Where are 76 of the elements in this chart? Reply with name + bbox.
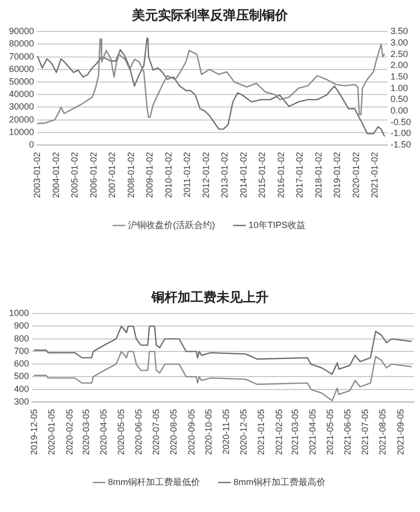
x-tick-label: 2020-06-05 xyxy=(134,408,144,456)
x-tick-label: 2021-03-05 xyxy=(290,408,300,456)
x-tick-label: 2020-03-05 xyxy=(80,408,91,456)
chart-title: 铜杆加工费未见上升 xyxy=(150,289,268,304)
x-tick-label: 2021-06-05 xyxy=(342,408,353,456)
x-tick-label: 2020-04-05 xyxy=(98,408,109,456)
y-tick-label: 800 xyxy=(14,333,30,344)
y-tick-label: 0 xyxy=(29,139,34,150)
x-tick-label: 2021-01-02 xyxy=(370,152,380,198)
y-tick-label: 20000 xyxy=(8,114,34,124)
y-tick-label: 40000 xyxy=(8,89,34,100)
x-tick-label: 2004-01-02 xyxy=(50,152,61,198)
x-tick-label: 2007-01-02 xyxy=(107,152,118,198)
y-tick-label: 30000 xyxy=(8,102,34,112)
x-tick-label: 2009-01-02 xyxy=(144,152,155,198)
x-tick-label: 2021-04-05 xyxy=(308,408,318,456)
x-tick-label: 2015-01-02 xyxy=(257,152,268,198)
x-tick-label: 2021-08-05 xyxy=(378,408,388,456)
x-tick-label: 2003-01-02 xyxy=(32,152,42,198)
y-tick-label: 700 xyxy=(14,346,30,356)
y2-tick-label: 1.50 xyxy=(390,71,408,82)
y2-tick-label: -0.50 xyxy=(390,116,411,127)
y2-tick-label: 1.00 xyxy=(390,82,408,93)
x-tick-label: 2020-09-05 xyxy=(186,408,196,456)
y2-tick-label: 3.50 xyxy=(390,26,408,36)
y2-tick-label: 2.50 xyxy=(390,48,408,59)
x-tick-label: 2017-01-02 xyxy=(294,152,305,198)
y-tick-label: 400 xyxy=(14,384,30,394)
x-tick-label: 2005-01-02 xyxy=(70,152,80,198)
x-tick-label: 2018-01-02 xyxy=(313,152,324,198)
x-tick-label: 2014-01-02 xyxy=(238,152,248,198)
x-tick-label: 2006-01-02 xyxy=(88,152,98,198)
y-tick-label: 500 xyxy=(14,371,30,382)
x-tick-label: 2012-01-02 xyxy=(200,152,211,198)
x-tick-label: 2020-12-05 xyxy=(238,408,248,456)
x-tick-label: 2008-01-02 xyxy=(126,152,136,198)
x-tick-label: 2021-02-05 xyxy=(274,408,284,456)
y-tick-label: 10000 xyxy=(8,126,34,137)
y2-tick-label: 0.50 xyxy=(390,94,408,104)
y-tick-label: 70000 xyxy=(8,51,34,62)
x-tick-label: 2020-01-02 xyxy=(350,152,361,198)
y2-tick-label: -1.50 xyxy=(390,139,411,150)
x-tick-label: 2020-08-05 xyxy=(168,408,179,456)
legend-label: 8mm铜杆加工费最低价 xyxy=(108,476,200,487)
x-tick-label: 2019-12-05 xyxy=(28,408,39,456)
y-tick-label: 900 xyxy=(14,320,30,331)
y-tick-label: 1000 xyxy=(8,308,30,318)
y2-tick-label: 2.00 xyxy=(390,60,408,70)
x-tick-label: 2021-05-05 xyxy=(324,408,335,456)
chart-title: 美元实际利率反弹压制铜价 xyxy=(131,7,289,22)
x-tick-label: 2020-02-05 xyxy=(64,408,74,456)
y-tick-label: 80000 xyxy=(8,38,34,49)
x-tick-label: 2020-05-05 xyxy=(116,408,126,456)
x-tick-label: 2021-07-05 xyxy=(360,408,370,456)
x-tick-label: 2011-01-02 xyxy=(182,152,192,198)
x-tick-label: 2020-01-05 xyxy=(46,408,57,456)
x-tick-label: 2021-01-05 xyxy=(256,408,266,456)
x-tick-label: 2010-01-02 xyxy=(163,152,174,198)
x-tick-label: 2020-11-05 xyxy=(221,408,232,454)
x-tick-label: 2013-01-02 xyxy=(220,152,230,198)
y-tick-label: 90000 xyxy=(8,26,34,36)
y-tick-label: 50000 xyxy=(8,76,34,86)
x-tick-label: 2020-07-05 xyxy=(150,408,161,456)
x-tick-label: 2016-01-02 xyxy=(276,152,286,198)
x-tick-label: 2019-01-02 xyxy=(332,152,342,198)
y2-tick-label: 0.00 xyxy=(390,105,408,116)
y2-tick-label: 3.00 xyxy=(390,37,408,48)
y-tick-label: 300 xyxy=(14,396,30,406)
legend-label: 沪铜收盘价(活跃合约) xyxy=(128,220,215,230)
legend-label: 10年TIPS收益 xyxy=(248,220,306,230)
y-tick-label: 600 xyxy=(14,358,30,369)
x-tick-label: 2020-10-05 xyxy=(203,408,214,456)
y2-tick-label: -1.00 xyxy=(390,128,411,138)
legend-label: 8mm铜杆加工费最高价 xyxy=(234,476,326,487)
x-tick-label: 2021-09-05 xyxy=(395,408,406,456)
y-tick-label: 60000 xyxy=(8,64,34,74)
